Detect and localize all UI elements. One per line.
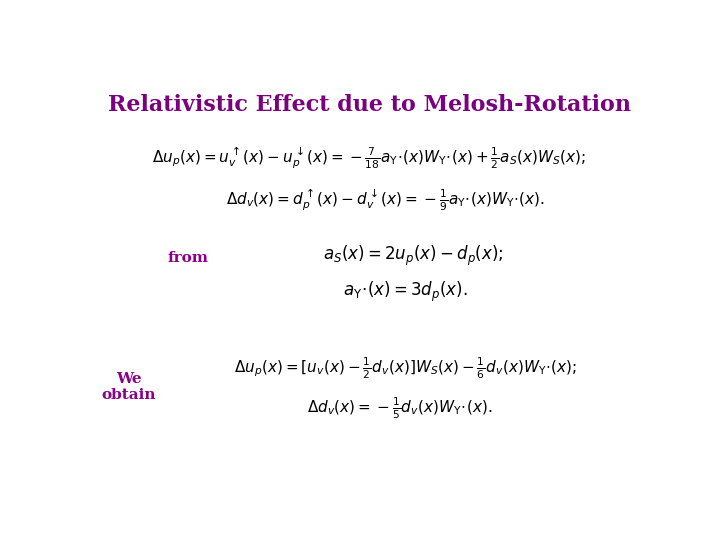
Text: Relativistic Effect due to Melosh-Rotation: Relativistic Effect due to Melosh-Rotati… bbox=[107, 94, 631, 116]
Text: $a_{\Upsilon}\!\cdot\!(x) = 3d_p(x).$: $a_{\Upsilon}\!\cdot\!(x) = 3d_p(x).$ bbox=[343, 279, 467, 303]
Text: $\Delta d_v(x) = -\frac{1}{5}d_v(x)W_{\Upsilon}\!\cdot\!(x).$: $\Delta d_v(x) = -\frac{1}{5}d_v(x)W_{\U… bbox=[307, 395, 492, 421]
Text: $\Delta u_p(x) = [u_v(x) - \frac{1}{2}d_v(x)]W_S(x) - \frac{1}{6}d_v(x)W_{\Upsil: $\Delta u_p(x) = [u_v(x) - \frac{1}{2}d_… bbox=[234, 355, 577, 381]
Text: from: from bbox=[167, 251, 208, 265]
Text: $a_S(x) = 2u_p(x) - d_p(x);$: $a_S(x) = 2u_p(x) - d_p(x);$ bbox=[323, 244, 504, 268]
Text: $\Delta d_v(x) = d^{\uparrow}_{p}(x) - d^{\downarrow}_{v}(x) = -\frac{1}{9}a_{\U: $\Delta d_v(x) = d^{\uparrow}_{p}(x) - d… bbox=[226, 187, 545, 213]
Text: $\Delta u_p(x) = u^{\uparrow}_{v}(x) - u^{\downarrow}_{p}(x) = -\frac{7}{18}a_{\: $\Delta u_p(x) = u^{\uparrow}_{v}(x) - u… bbox=[152, 146, 586, 171]
Text: We
obtain: We obtain bbox=[102, 372, 156, 402]
